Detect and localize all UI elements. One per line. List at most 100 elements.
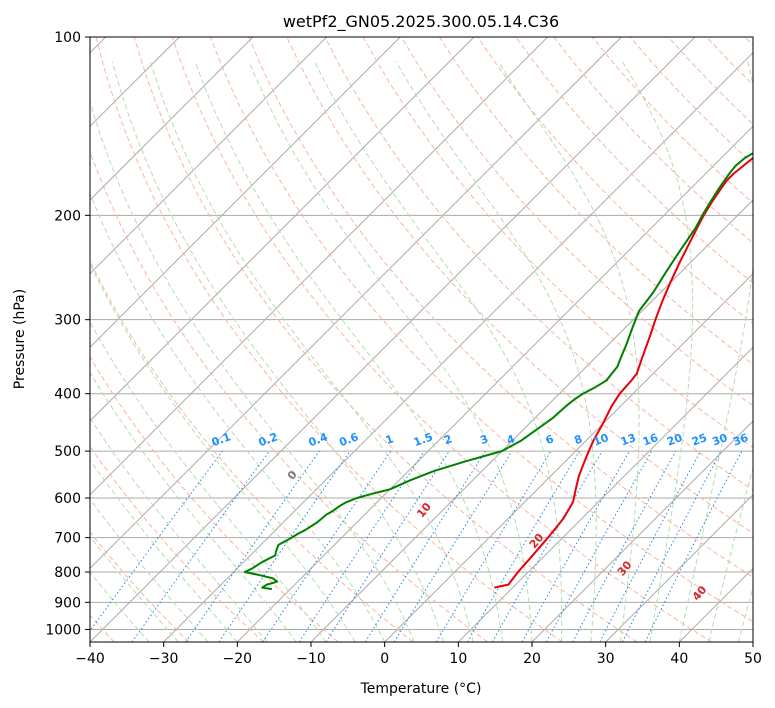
mixing-ratio-label: 10: [592, 431, 611, 449]
mixing-ratio-line: [218, 450, 351, 642]
dry-adiabat-line: [591, 37, 753, 204]
x-tick-label: 30: [597, 651, 615, 667]
mixing-ratio-label: 6: [544, 432, 556, 447]
x-tick-label: 20: [523, 651, 541, 667]
dry-adiabat-line: [515, 37, 753, 284]
moist-adiabat-label: 40: [690, 583, 710, 603]
isotherm-line: [90, 37, 254, 201]
isobar-grid: [90, 37, 753, 630]
chart-title: wetPf2_GN05.2025.300.05.14.C36: [283, 12, 559, 32]
mixing-ratio-line: [185, 450, 320, 642]
mixing-ratio-line: [325, 450, 450, 642]
moist-adiabat-line: [90, 371, 297, 642]
y-axis-ticks: 100 200 300 400 500 600 700 800 900 1000: [45, 30, 90, 638]
mixing-ratio-label: 0.4: [307, 430, 330, 449]
isotherm-line: [457, 346, 753, 642]
x-tick-label: 50: [744, 651, 762, 667]
moist-adiabat-line: [497, 61, 640, 642]
isotherm-line: [90, 37, 475, 422]
mixing-ratio-grid: [90, 450, 743, 642]
moist-adiabat-grid: [90, 61, 753, 642]
x-tick-label: −30: [149, 651, 179, 667]
moist-adiabat-line: [90, 459, 238, 642]
x-tick-label: −10: [296, 651, 326, 667]
dry-adiabat-line: [90, 445, 264, 642]
dewpoint-profile-line: [243, 152, 753, 591]
dry-adiabat-line: [706, 37, 753, 86]
dry-adiabat-line: [133, 37, 638, 642]
mixing-ratio-label: 0.2: [257, 430, 280, 449]
dry-adiabat-line: [90, 259, 414, 642]
mixing-ratio-label: 1.5: [412, 430, 435, 449]
x-tick-label: 40: [670, 651, 688, 667]
y-tick-label: 500: [54, 444, 81, 460]
y-tick-label: 800: [54, 565, 81, 581]
mixing-ratio-line: [599, 450, 701, 642]
dry-adiabat-grid: [90, 37, 753, 642]
moist-adiabat-line: [111, 61, 445, 642]
mixing-ratio-label: 20: [665, 431, 684, 449]
x-tick-label: −40: [75, 651, 105, 667]
y-tick-label: 1000: [45, 622, 81, 638]
plot-frame: [89, 36, 754, 643]
y-axis-title: Pressure (hPa): [12, 289, 28, 389]
mixing-ratio-label: 1: [384, 432, 396, 447]
dry-adiabat-line: [171, 37, 712, 642]
x-axis-ticks: −40 −30 −20 −10 0 10 20 30 40 50: [75, 642, 762, 667]
sounding-series: [243, 152, 753, 591]
dry-adiabat-line: [438, 37, 753, 366]
mixing-ratio-line: [393, 450, 513, 642]
moist-adiabat-line: [314, 61, 563, 642]
moist-adiabat-line: [149, 61, 474, 642]
moist-adiabat-line: [621, 61, 694, 642]
isotherm-line: [163, 51, 753, 642]
isotherm-line: [90, 37, 401, 349]
dry-adiabat-line: [90, 531, 190, 642]
mixing-ratio-label: 0.1: [210, 430, 233, 449]
x-tick-label: 0: [380, 651, 389, 667]
mixing-ratio-line: [262, 450, 392, 642]
isotherm-line: [678, 567, 753, 642]
moist-adiabat-line: [90, 99, 415, 642]
y-tick-label: 600: [54, 491, 81, 507]
dry-adiabat-line: [668, 37, 753, 125]
mixing-ratio-label: 4: [505, 432, 517, 447]
mixing-ratio-label: 30: [710, 431, 729, 449]
moist-adiabat-label: 10: [414, 500, 434, 520]
y-tick-label: 700: [54, 531, 81, 547]
moist-adiabat-line: [90, 192, 386, 642]
dry-adiabat-line: [248, 37, 753, 578]
mixing-ratio-label: 2: [442, 432, 454, 447]
mixing-ratio-label: 13: [619, 431, 638, 448]
y-tick-label: 200: [54, 208, 81, 224]
dry-adiabat-line: [400, 37, 753, 407]
dry-adiabat-line: [210, 37, 753, 623]
x-axis-title: Temperature (°C): [360, 681, 482, 697]
isotherm-line: [384, 272, 753, 642]
mixing-ratio-line: [644, 450, 743, 642]
moist-adiabat-line: [90, 321, 327, 642]
isotherm-line: [90, 37, 328, 275]
dry-adiabat-line: [90, 356, 339, 642]
mixing-ratio-line: [131, 450, 270, 642]
isotherm-line: [90, 37, 622, 570]
moist-adiabat-label: 30: [615, 558, 635, 578]
mixing-ratio-label: 8: [572, 432, 584, 447]
moist-adiabat-line: [708, 466, 753, 642]
moist-adiabat-line: [90, 262, 356, 642]
isotherm-line: [531, 420, 753, 642]
y-tick-label: 400: [54, 387, 81, 403]
mixing-ratio-label: 16: [641, 431, 660, 449]
x-tick-label: 10: [449, 651, 467, 667]
isotherm-line: [752, 641, 753, 642]
temperature-profile-line: [494, 156, 753, 589]
dry-adiabat-line: [362, 37, 753, 449]
mixing-ratio-line: [521, 450, 630, 642]
mixing-ratio-label: 0.6: [338, 430, 361, 449]
mixing-ratio-label: 3: [478, 432, 490, 447]
dry-adiabat-line: [95, 37, 563, 642]
dry-adiabat-line: [324, 37, 753, 491]
dry-adiabat-line: [744, 37, 753, 47]
isotherm-line: [236, 125, 753, 642]
